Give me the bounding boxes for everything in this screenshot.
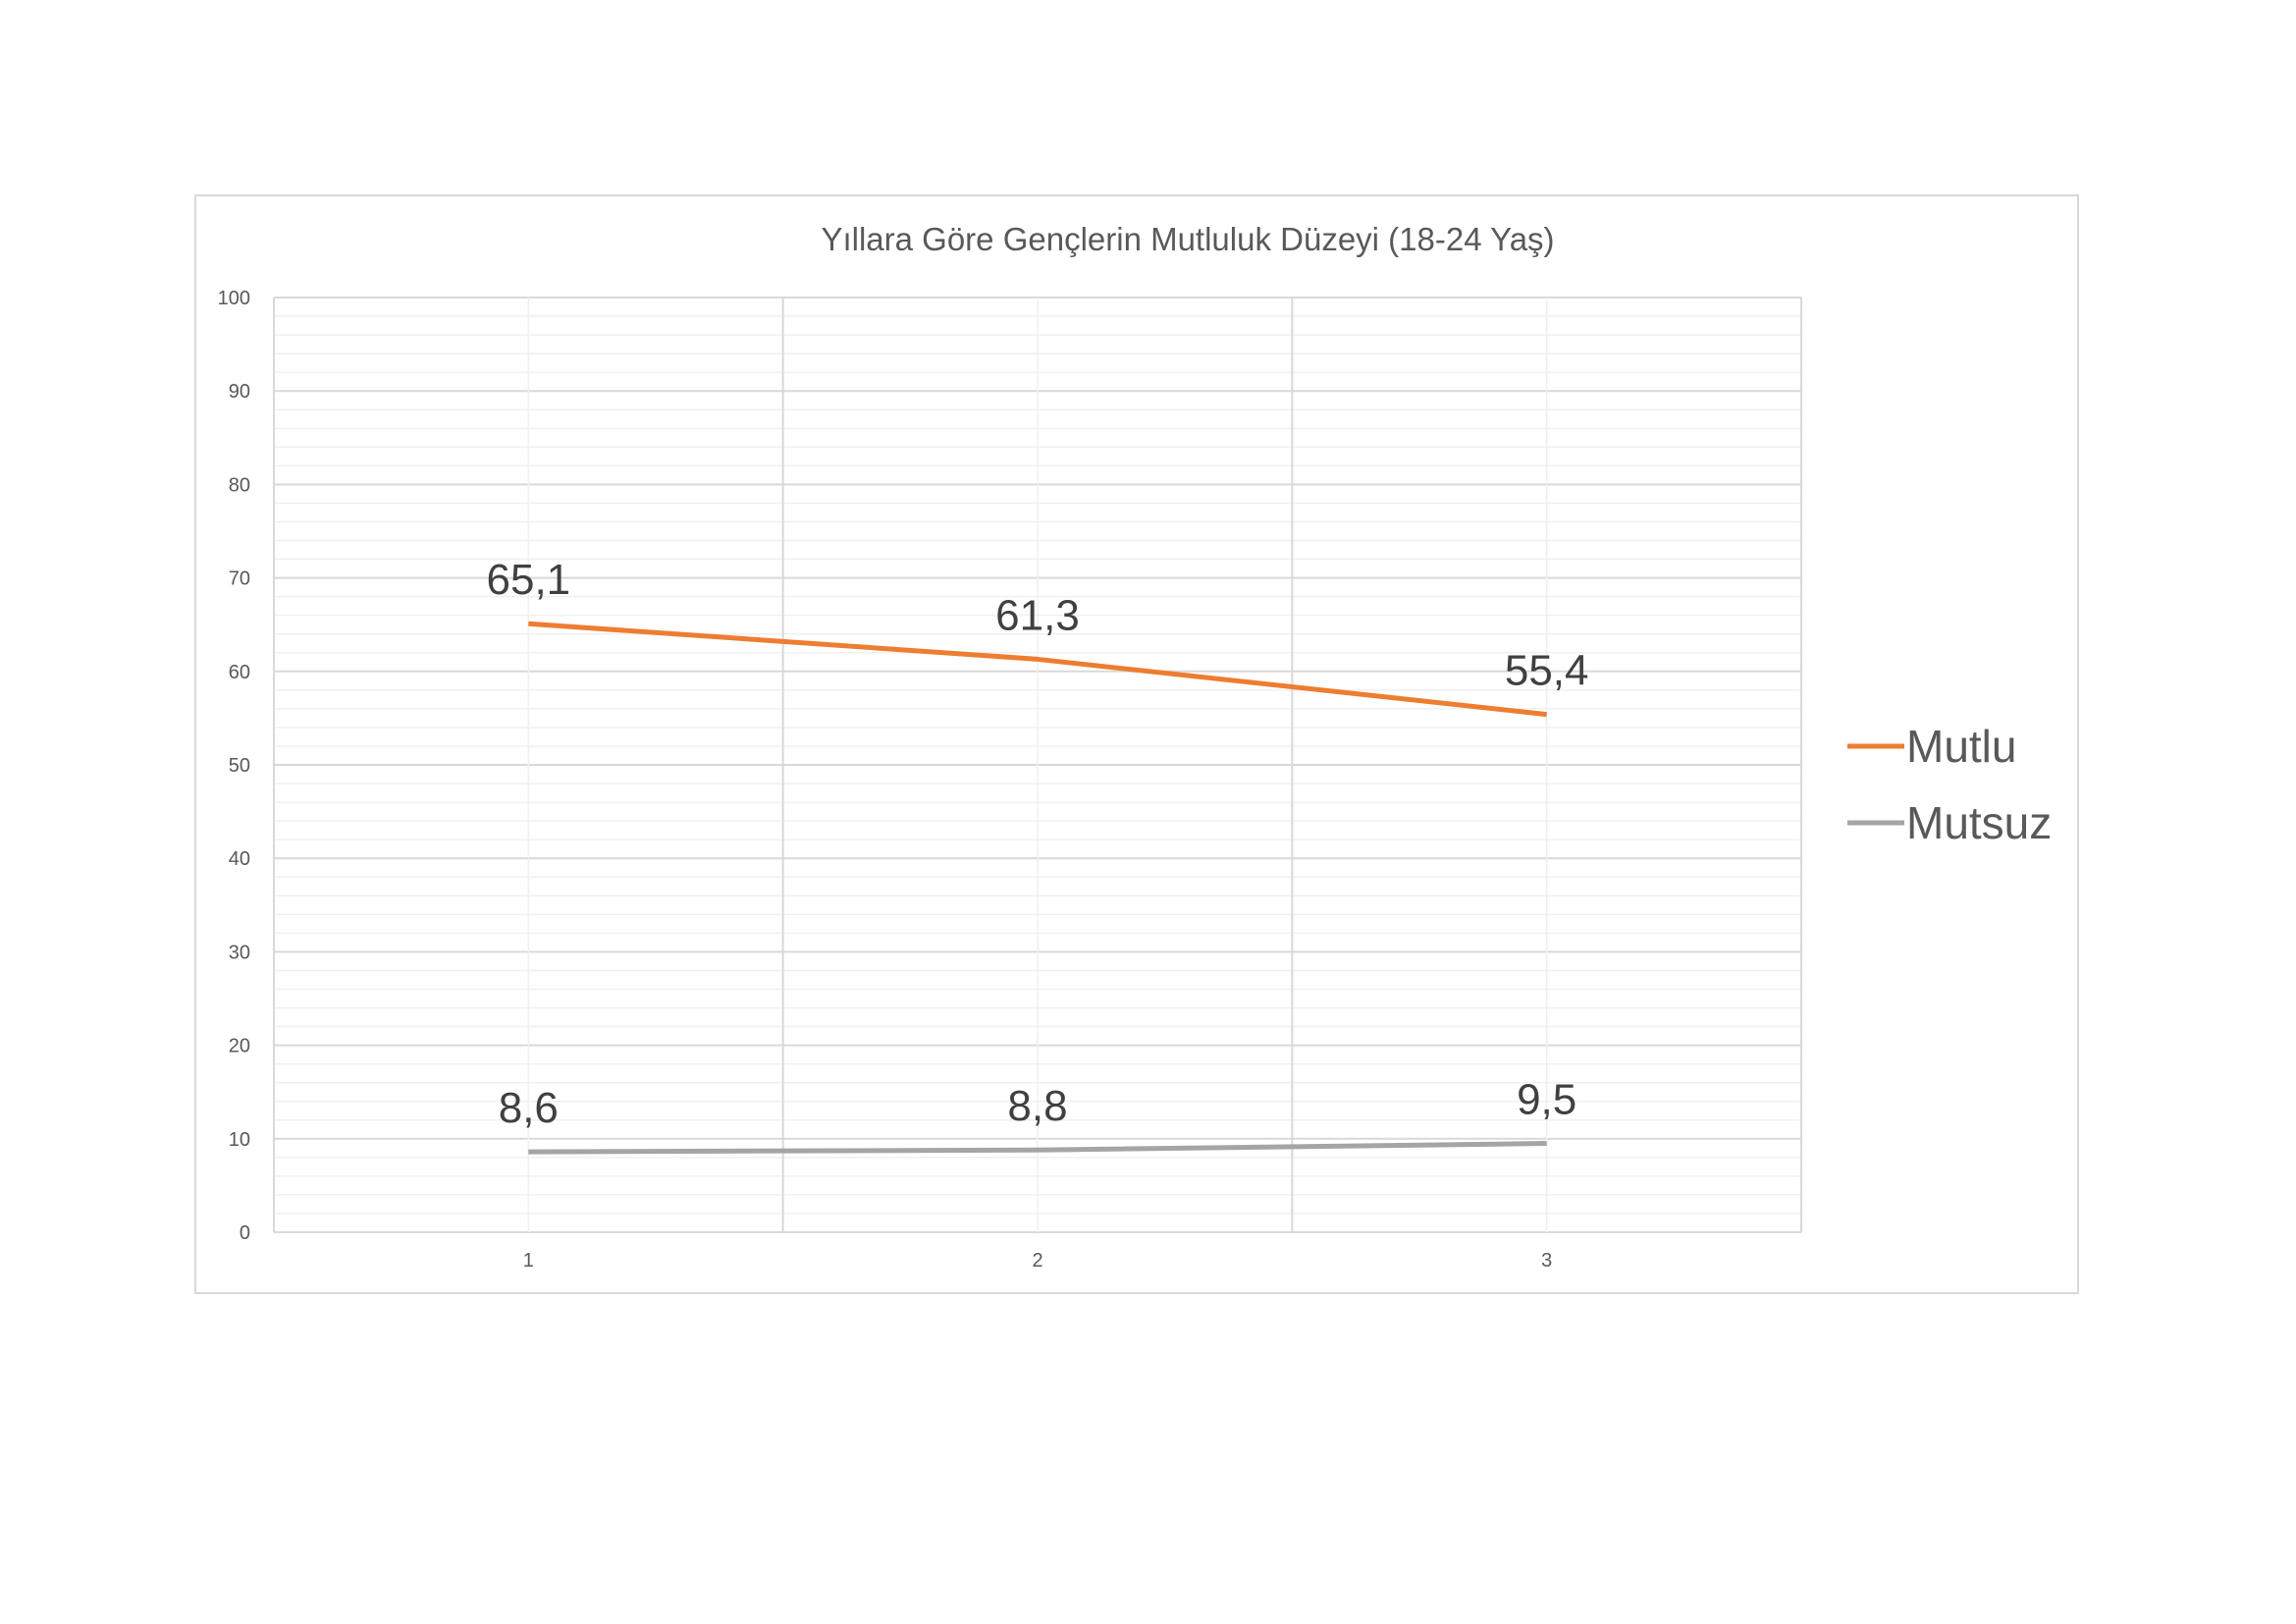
data-label: 8,6 (499, 1084, 559, 1132)
y-tick-label: 80 (229, 474, 250, 496)
data-label: 8,8 (1007, 1082, 1067, 1130)
line-chart: Yıllara Göre Gençlerin Mutluluk Düzeyi (… (218, 221, 2053, 1272)
data-label: 55,4 (1505, 647, 1589, 695)
x-tick-label: 2 (1032, 1250, 1042, 1272)
y-tick-label: 30 (229, 942, 250, 963)
axes: 0 10 20 30 40 50 60 70 80 90 100 1 2 3 (218, 288, 1553, 1272)
data-label: 61,3 (995, 591, 1080, 639)
y-tick-label: 0 (240, 1222, 250, 1244)
chart-frame: Yıllara Göre Gençlerin Mutluluk Düzeyi (… (194, 194, 2079, 1294)
x-tick-label: 3 (1541, 1250, 1552, 1272)
y-tick-label: 100 (218, 288, 250, 309)
data-labels: 65,1 61,3 55,4 8,6 8,8 9,5 (487, 556, 1589, 1132)
y-tick-label: 60 (229, 662, 250, 683)
series-layer (528, 621, 1547, 1155)
legend-label: Mutlu (1906, 721, 2016, 772)
data-label: 9,5 (1517, 1076, 1576, 1124)
legend-label: Mutsuz (1906, 797, 2052, 848)
y-tick-label: 10 (229, 1129, 250, 1151)
y-tick-label: 20 (229, 1036, 250, 1057)
chart-title: Yıllara Göre Gençlerin Mutluluk Düzeyi (… (821, 221, 1554, 257)
y-tick-label: 40 (229, 848, 250, 870)
y-tick-label: 90 (229, 381, 250, 403)
y-tick-label: 50 (229, 755, 250, 777)
grid (273, 297, 1802, 1233)
x-tick-label: 1 (523, 1250, 534, 1272)
legend: Mutlu Mutsuz (1847, 721, 2052, 848)
data-label: 65,1 (487, 556, 571, 604)
y-tick-label: 70 (229, 568, 250, 590)
